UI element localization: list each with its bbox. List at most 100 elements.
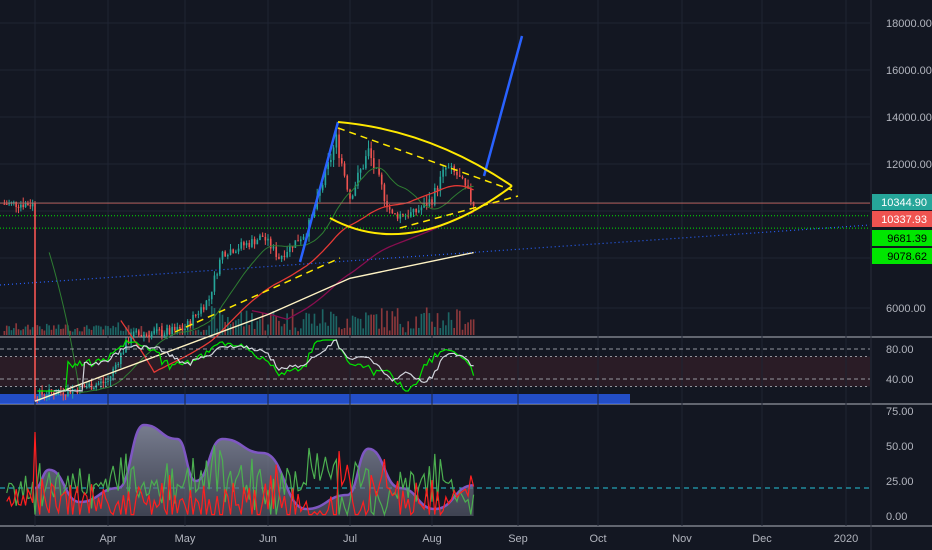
- volume-bar: [425, 307, 428, 335]
- volume-bar: [319, 323, 321, 335]
- volume-bar: [283, 323, 286, 335]
- candle-body: [324, 169, 327, 186]
- volume-bar: [93, 326, 95, 335]
- volume-bar: [179, 331, 181, 335]
- candle-body: [104, 381, 107, 383]
- support-dashed-line[interactable]: [174, 257, 341, 333]
- candle-body: [64, 395, 67, 397]
- candle-body: [349, 189, 351, 199]
- wedge-dashed-lower[interactable]: [399, 195, 519, 229]
- volume-bar: [24, 326, 27, 335]
- volume-bar: [391, 311, 394, 335]
- volume-bar: [380, 308, 383, 335]
- volume-bar: [256, 321, 259, 335]
- candle-body: [447, 167, 450, 169]
- indicator-axis-label: 75.00: [886, 406, 914, 418]
- price-tag: [872, 194, 932, 210]
- candle-body: [275, 246, 278, 257]
- volume-bar: [470, 319, 472, 335]
- candle-body: [93, 387, 95, 390]
- volume-bar: [248, 325, 251, 335]
- volume-bar: [410, 328, 412, 335]
- candle-body: [41, 390, 43, 395]
- volume-bar: [114, 327, 117, 335]
- price-tag-label: 9078.62: [887, 251, 927, 263]
- volume-bar: [197, 329, 200, 335]
- volume-bar: [365, 312, 367, 335]
- candle-body: [102, 381, 105, 383]
- oscillator-axis-label: 80.00: [886, 344, 914, 356]
- projection-leg-line[interactable]: [482, 35, 524, 177]
- volume-bar: [396, 308, 399, 335]
- volume-bar: [383, 327, 386, 335]
- volume-bar: [76, 328, 79, 335]
- time-axis-label: Mar: [26, 533, 45, 545]
- candle-body: [412, 208, 415, 213]
- wedge-dashed-upper[interactable]: [337, 127, 513, 191]
- candle-body: [17, 206, 20, 208]
- oscillator-axis-label: 40.00: [886, 374, 914, 386]
- volume-bar: [415, 316, 417, 335]
- candle-body: [218, 259, 221, 275]
- price-tag: [872, 211, 932, 227]
- volume-bar: [17, 329, 20, 335]
- volume-bar: [125, 327, 127, 335]
- candle-body: [166, 328, 168, 335]
- candle-body: [370, 148, 372, 159]
- candle-body: [232, 249, 235, 253]
- volume-bar: [62, 328, 65, 335]
- volume-bar: [218, 308, 221, 335]
- candle-body: [283, 255, 286, 257]
- volume-bar: [394, 316, 396, 335]
- volume-bar: [173, 329, 176, 335]
- volume-bar: [120, 330, 122, 335]
- volume-bar: [272, 311, 275, 335]
- candle-body: [439, 176, 442, 192]
- volume-bar: [372, 314, 375, 335]
- candle-body: [396, 213, 399, 219]
- candle-body: [43, 394, 46, 397]
- candle-body: [259, 235, 261, 241]
- volume-bar: [227, 317, 229, 335]
- candle-body: [227, 254, 229, 257]
- price-axis-label: 18000.00: [886, 18, 932, 30]
- volume-bar: [43, 330, 46, 335]
- volume-bar: [205, 329, 208, 335]
- candle-body: [365, 156, 367, 169]
- volume-bar: [27, 324, 29, 335]
- price-tag: [872, 248, 932, 264]
- candle-body: [237, 248, 240, 252]
- candle-body: [470, 188, 472, 202]
- volume-bar: [332, 313, 335, 335]
- candle-body: [114, 364, 117, 369]
- candle-body: [145, 334, 148, 336]
- price-axis-label: 14000.00: [886, 112, 932, 124]
- candle-body: [122, 352, 125, 354]
- volume-bar: [420, 313, 423, 335]
- candle-body: [380, 174, 383, 185]
- candle-body: [458, 175, 461, 177]
- volume-bar: [275, 316, 278, 335]
- candle-body: [8, 202, 10, 205]
- volume-bar: [69, 330, 72, 335]
- volume-bar: [259, 319, 261, 335]
- volume-bar: [224, 321, 226, 335]
- candle-body: [143, 334, 145, 337]
- wedge-upper-curve[interactable]: [337, 121, 513, 187]
- wedge-lower-curve[interactable]: [329, 185, 513, 235]
- indicator-axis-label: 25.00: [886, 476, 914, 488]
- candle-body: [117, 364, 120, 366]
- impulse-leg-line[interactable]: [298, 121, 340, 263]
- candle-body: [367, 148, 370, 157]
- volume-bar: [450, 319, 453, 335]
- volume-bar: [235, 320, 237, 335]
- long-trendline[interactable]: [0, 224, 871, 286]
- volume-bar: [15, 323, 17, 335]
- candle-body: [210, 291, 213, 300]
- volume-bar: [472, 319, 475, 335]
- price-tag-label: 10337.93: [881, 214, 927, 226]
- volume-bar: [349, 327, 351, 335]
- volume-bar: [417, 327, 420, 335]
- volume-bar: [428, 313, 431, 335]
